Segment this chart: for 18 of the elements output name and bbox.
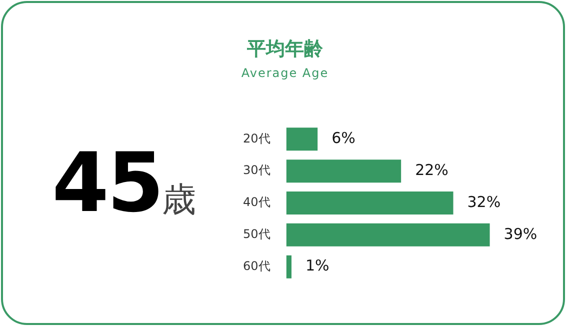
text: 45歳 — [52, 136, 196, 231]
y-tick-label: 60代 — [242, 258, 270, 273]
data-label: 1% — [305, 256, 330, 275]
bar — [286, 128, 318, 151]
data-label: 6% — [332, 129, 356, 148]
chart-title: 平均年齢 — [246, 37, 324, 62]
y-tick-label: 50代 — [242, 227, 270, 242]
data-label: 39% — [504, 224, 538, 243]
data-label: 22% — [415, 160, 448, 179]
bar — [286, 255, 292, 278]
bar — [286, 223, 490, 246]
bar — [286, 192, 454, 214]
data-label: 32% — [467, 192, 501, 211]
y-tick-label: 40代 — [242, 195, 270, 210]
y-tick-label: 30代 — [242, 163, 270, 178]
bar — [286, 160, 402, 183]
y-tick-label: 20代 — [242, 131, 270, 146]
chart-subtitle: Average Age — [240, 66, 330, 80]
